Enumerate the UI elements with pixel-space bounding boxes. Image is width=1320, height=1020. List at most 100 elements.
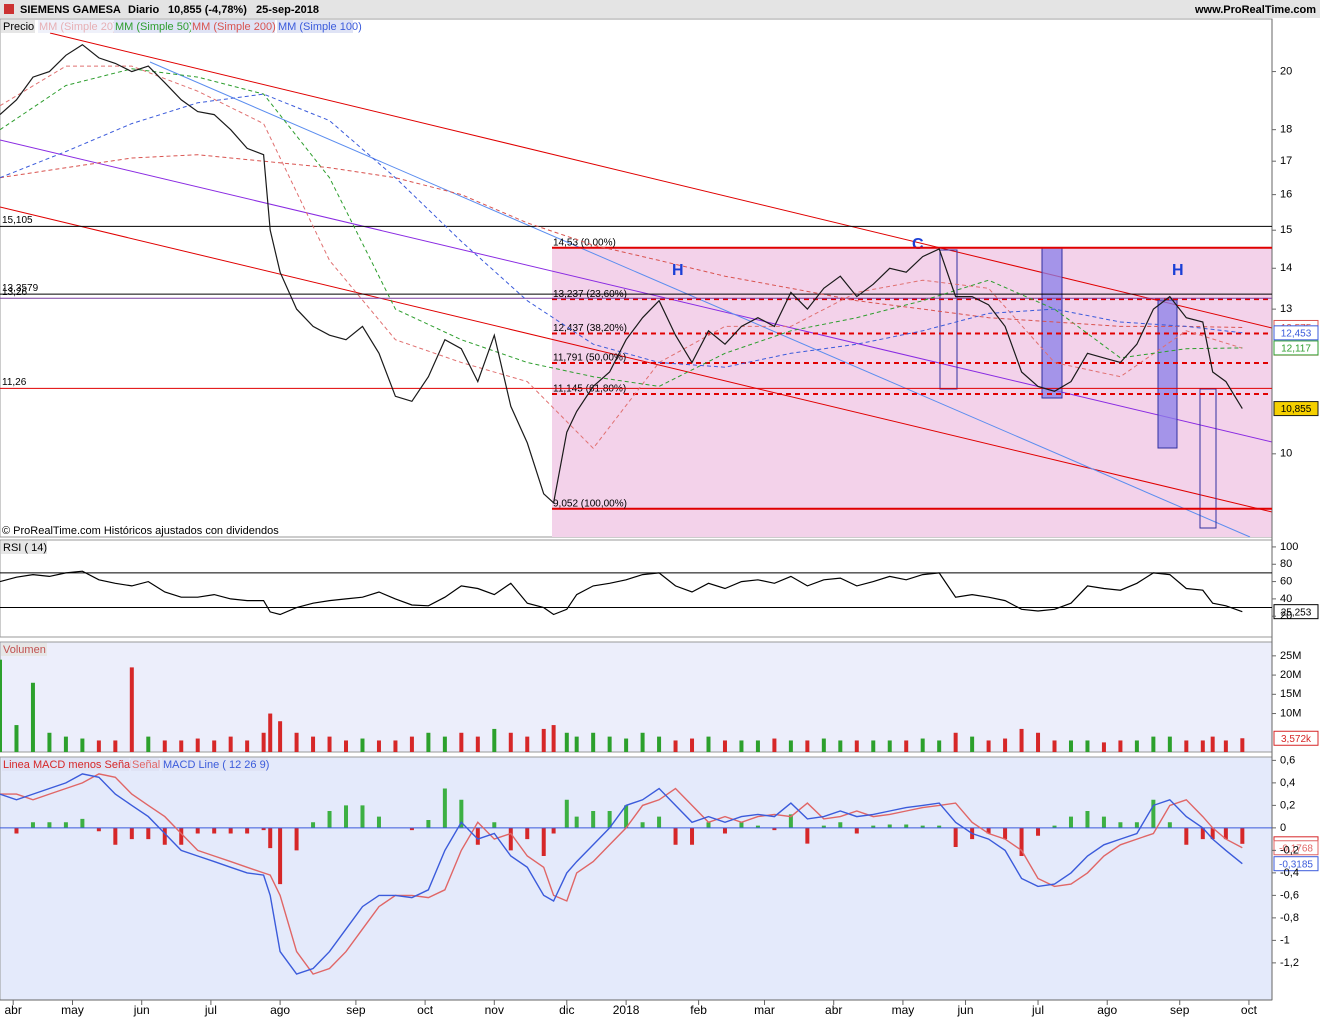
time-box (1157, 299, 1178, 449)
volume-bar (564, 732, 569, 752)
y-tick-label: 60 (1280, 575, 1292, 587)
volume-bar (1003, 738, 1008, 752)
legend-item: MM (Simple 50) (115, 21, 193, 33)
volume-bar (739, 740, 744, 752)
volume-bar (657, 736, 662, 752)
volume-bar (1151, 736, 1156, 752)
volume-bar (937, 740, 942, 752)
time-box (939, 249, 958, 390)
volume-bar (871, 740, 876, 752)
histogram-bar (1200, 827, 1205, 840)
histogram-bar (63, 822, 68, 828)
panel-label-bg (1, 541, 47, 554)
fibonacci-label: 9,052 (100,00%) (553, 498, 627, 509)
macd-panel (0, 756, 1273, 1001)
volume-bar (607, 736, 612, 752)
histogram-bar (268, 827, 273, 849)
volume-bar (278, 721, 283, 752)
histogram-bar (772, 827, 777, 831)
legend-item-bg (191, 20, 275, 33)
volume-bar (986, 740, 991, 752)
legend-item: Precio (3, 21, 34, 33)
histogram-bar (245, 827, 250, 834)
histogram-bar (755, 825, 760, 828)
histogram-bar (551, 827, 556, 834)
histogram-bar (953, 827, 958, 847)
volume-bar (245, 740, 250, 752)
period: Diario (128, 4, 159, 16)
volume-bar (551, 725, 556, 752)
price-line (0, 570, 1243, 616)
histogram-bar (624, 805, 629, 828)
y-tick-label: -0,6 (1280, 889, 1299, 901)
volume-bar (1200, 740, 1205, 752)
volume-bar (195, 738, 200, 752)
x-tick-label: nov (485, 1003, 504, 1017)
x-tick-label: 2018 (613, 1003, 640, 1017)
histogram-bar (113, 827, 118, 845)
trend-line (49, 32, 1273, 329)
value-tag (1273, 604, 1319, 620)
legend-item-bg (1, 20, 35, 33)
value-tag-label: -0,1768 (1279, 843, 1313, 854)
histogram-bar (591, 811, 596, 828)
volume-bar (360, 738, 365, 752)
histogram-bar (162, 827, 167, 845)
y-tick-label: -0,4 (1280, 867, 1299, 879)
histogram-bar (706, 822, 711, 828)
value-tag-label: 12,453 (1281, 328, 1312, 339)
y-tick-label: 25M (1280, 650, 1301, 662)
legend-item: Linea MACD menos Señal (3, 759, 133, 771)
date: 25-sep-2018 (256, 4, 319, 16)
time-box (1041, 247, 1063, 399)
fibonacci-label: 14,53 (0,00%) (553, 237, 616, 248)
histogram-bar (228, 827, 233, 834)
y-tick-label: 15 (1280, 224, 1292, 236)
histogram-bar (212, 827, 217, 834)
legend-item: MM (Simple 100) (278, 21, 362, 33)
app-icon (4, 4, 14, 14)
histogram-bar (564, 799, 569, 828)
histogram-bar (179, 827, 184, 845)
volume-bar (953, 732, 958, 752)
y-tick-label: 20M (1280, 669, 1301, 681)
histogram-bar (80, 818, 85, 828)
y-tick-label: -1,2 (1280, 957, 1299, 969)
volume-bar (327, 736, 332, 752)
legend-item-bg (131, 758, 159, 771)
value-tag-label: 12,117 (1281, 344, 1311, 355)
legend-item-bg (277, 20, 353, 33)
histogram-bar (986, 827, 991, 834)
fibonacci-label: 11,145 (61,80%) (553, 384, 626, 395)
rsi-panel (0, 539, 1273, 638)
level-label: 11,26 (2, 377, 27, 388)
volume-bar (1052, 740, 1057, 752)
value-tag-label: 3,572k (1281, 734, 1312, 745)
legend-item: MM (Simple 200) (192, 21, 276, 33)
volume-bar (0, 659, 2, 752)
volume-bar (492, 728, 497, 752)
y-tick-label: 0,6 (1280, 754, 1295, 766)
moving-average (0, 154, 1243, 328)
histogram-bar (937, 825, 942, 828)
histogram-bar (492, 822, 497, 828)
volume-bar (376, 740, 381, 752)
legend-item: MM (Simple 20) (39, 21, 117, 33)
instrument: SIEMENS GAMESA (20, 4, 121, 16)
volume-bar (14, 725, 19, 752)
y-tick-label: 20 (1280, 610, 1292, 622)
histogram-bar (920, 825, 925, 828)
volume-bar (624, 738, 629, 752)
histogram-bar (821, 825, 826, 828)
x-tick-label: feb (690, 1003, 707, 1017)
y-tick-label: 10 (1280, 448, 1292, 460)
x-tick-label: sep (1170, 1003, 1190, 1017)
x-tick-label: jul (1031, 1003, 1044, 1017)
histogram-bar (640, 822, 645, 828)
histogram-bar (14, 827, 19, 834)
legend-item: MACD Line ( 12 26 9) (163, 759, 269, 771)
y-tick-label: 0,4 (1280, 777, 1295, 789)
histogram-bar (657, 816, 662, 828)
y-tick-label: 13 (1280, 303, 1292, 315)
x-tick-label: ago (270, 1003, 290, 1017)
